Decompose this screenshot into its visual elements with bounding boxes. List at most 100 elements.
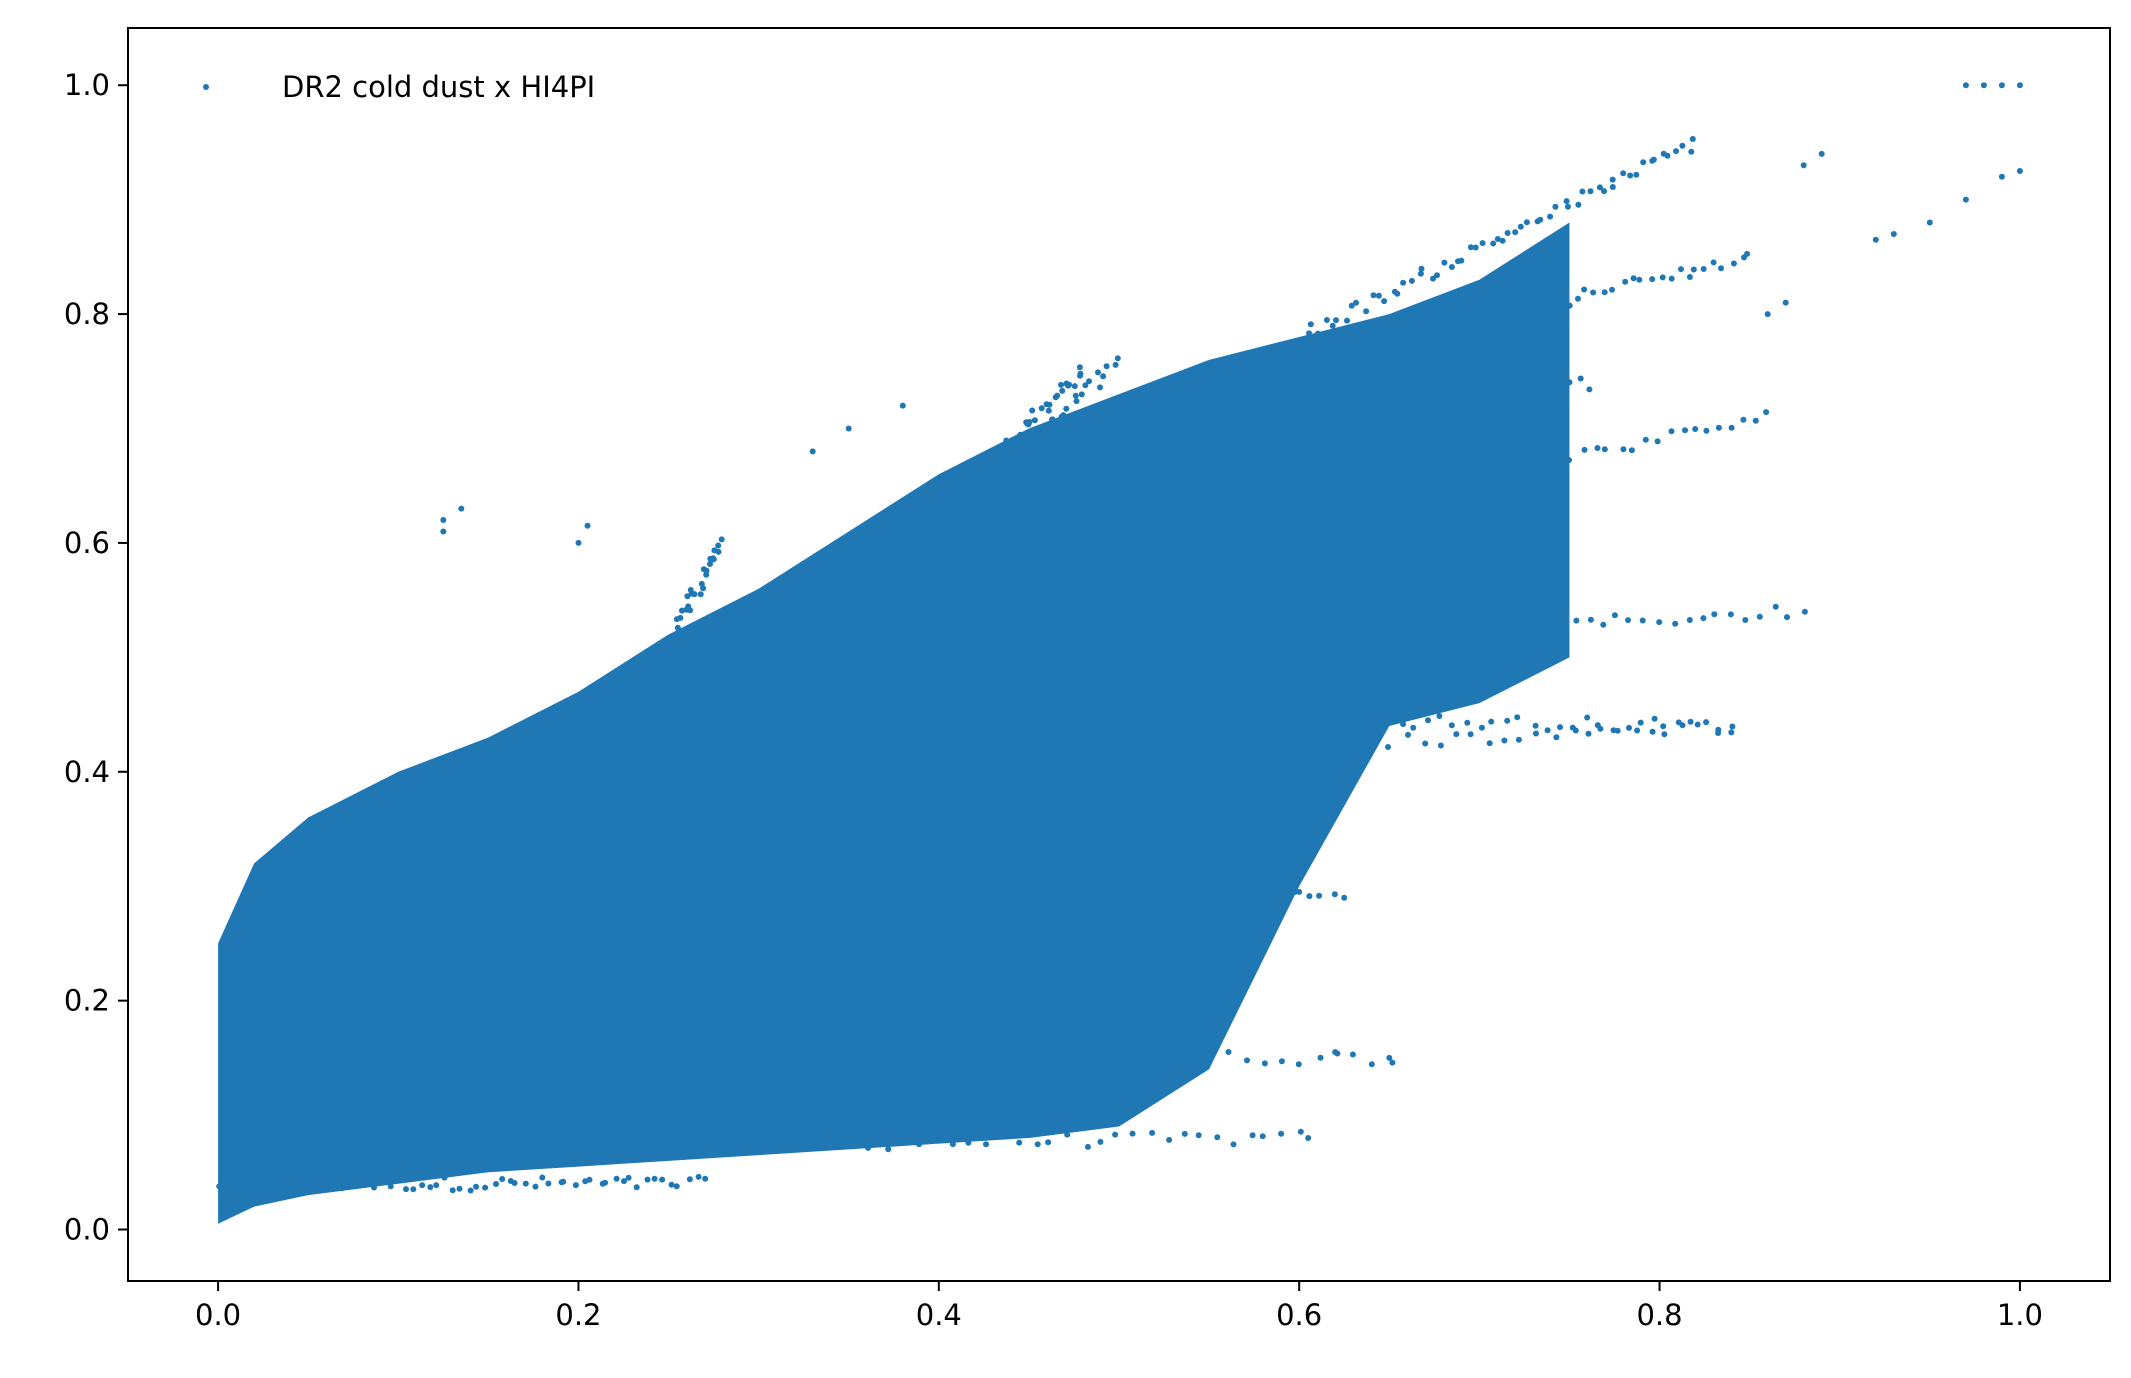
scatter-point [1448,477,1455,484]
scatter-point [909,554,916,561]
scatter-point [1305,713,1312,720]
scatter-point [1381,411,1387,418]
scatter-point [1478,724,1485,731]
scatter-point [1403,412,1410,419]
scatter-point [700,585,707,592]
scatter-point [1306,362,1313,369]
scatter-point [1221,440,1227,447]
scatter-point [1642,436,1649,443]
scatter-point [305,1083,312,1090]
scatter-point [836,766,843,773]
scatter-point [1084,1143,1091,1150]
scatter-point [1394,412,1401,419]
scatter-point [760,955,766,962]
scatter-point [1107,892,1114,899]
scatter-point [785,1066,792,1073]
scatter-point [303,1153,310,1160]
scatter-point [1590,289,1597,296]
scatter-point [1174,748,1181,755]
y-tick-label: 0.6 [64,526,110,560]
scatter-point [593,1048,600,1055]
scatter-point [577,1019,584,1025]
scatter-point [877,840,884,847]
scatter-point [996,647,1003,654]
scatter-point [499,1058,506,1064]
scatter-point [924,846,931,853]
scatter-point [865,1144,872,1151]
scatter-point [1023,1050,1030,1057]
scatter-point [682,1060,689,1067]
scatter-point [1962,196,1969,203]
scatter-point [1206,640,1213,647]
scatter-point [313,923,320,930]
scatter-point [1323,501,1330,508]
scatter-point [917,946,924,953]
scatter-point [1176,837,1183,843]
scatter-point [716,1074,723,1081]
scatter-point [768,1134,775,1141]
scatter-point [1654,438,1661,445]
scatter-point [1486,626,1492,633]
scatter-point [660,841,667,848]
scatter-point [810,1062,817,1069]
scatter-point [799,1063,806,1070]
scatter-point [1675,719,1682,726]
scatter-point [482,1184,489,1191]
scatter-point [511,1180,518,1186]
scatter-point [578,1060,585,1067]
scatter-point [806,907,813,914]
scatter-point [1494,236,1501,242]
scatter-point [1369,636,1376,643]
scatter-point [456,1185,463,1192]
scatter-point [566,899,573,906]
scatter-point [670,1070,677,1077]
scatter-point [418,1089,425,1096]
scatter-point [385,803,392,810]
scatter-point [1528,628,1535,635]
scatter-point [1123,710,1130,716]
scatter-point [1071,839,1078,846]
scatter-point [664,639,671,646]
scatter-point [1488,718,1495,725]
scatter-point [1297,1128,1304,1135]
scatter-point [232,1178,239,1185]
scatter-point [1359,724,1366,731]
scatter-point [1650,156,1657,163]
scatter-point [985,456,992,463]
scatter-point [941,1062,947,1068]
scatter-point [272,1184,279,1191]
scatter-point [1541,304,1548,311]
scatter-point [341,867,348,874]
scatter-point [1094,708,1101,715]
scatter-point [1149,1129,1156,1136]
scatter-point [879,585,886,592]
scatter-point [1214,1134,1221,1141]
scatter-point [468,1146,475,1153]
scatter-point [700,566,707,573]
scatter-point [961,836,968,843]
scatter-point [1167,648,1174,655]
scatter-point [1637,719,1644,726]
scatter-point [310,1182,317,1189]
scatter-point [1926,219,1933,226]
scatter-point [702,1175,709,1182]
scatter-point [766,1013,773,1020]
scatter-point [1700,615,1707,622]
scatter-point [1016,1139,1023,1146]
scatter-point [1112,361,1119,368]
scatter-point [1181,643,1188,650]
x-tick-label: 0.4 [916,1298,962,1332]
scatter-point [834,1016,841,1023]
scatter-point [1074,547,1081,554]
scatter-point [586,952,593,959]
scatter-point [500,899,507,906]
scatter-point [815,1140,822,1147]
scatter-point [1237,709,1244,716]
scatter-point [355,1027,362,1034]
scatter-point [1247,517,1254,524]
scatter-point [538,1055,545,1062]
scatter-point [1003,437,1010,444]
scatter-point [754,900,761,907]
scatter-point [1047,644,1054,651]
scatter-point [938,648,945,655]
